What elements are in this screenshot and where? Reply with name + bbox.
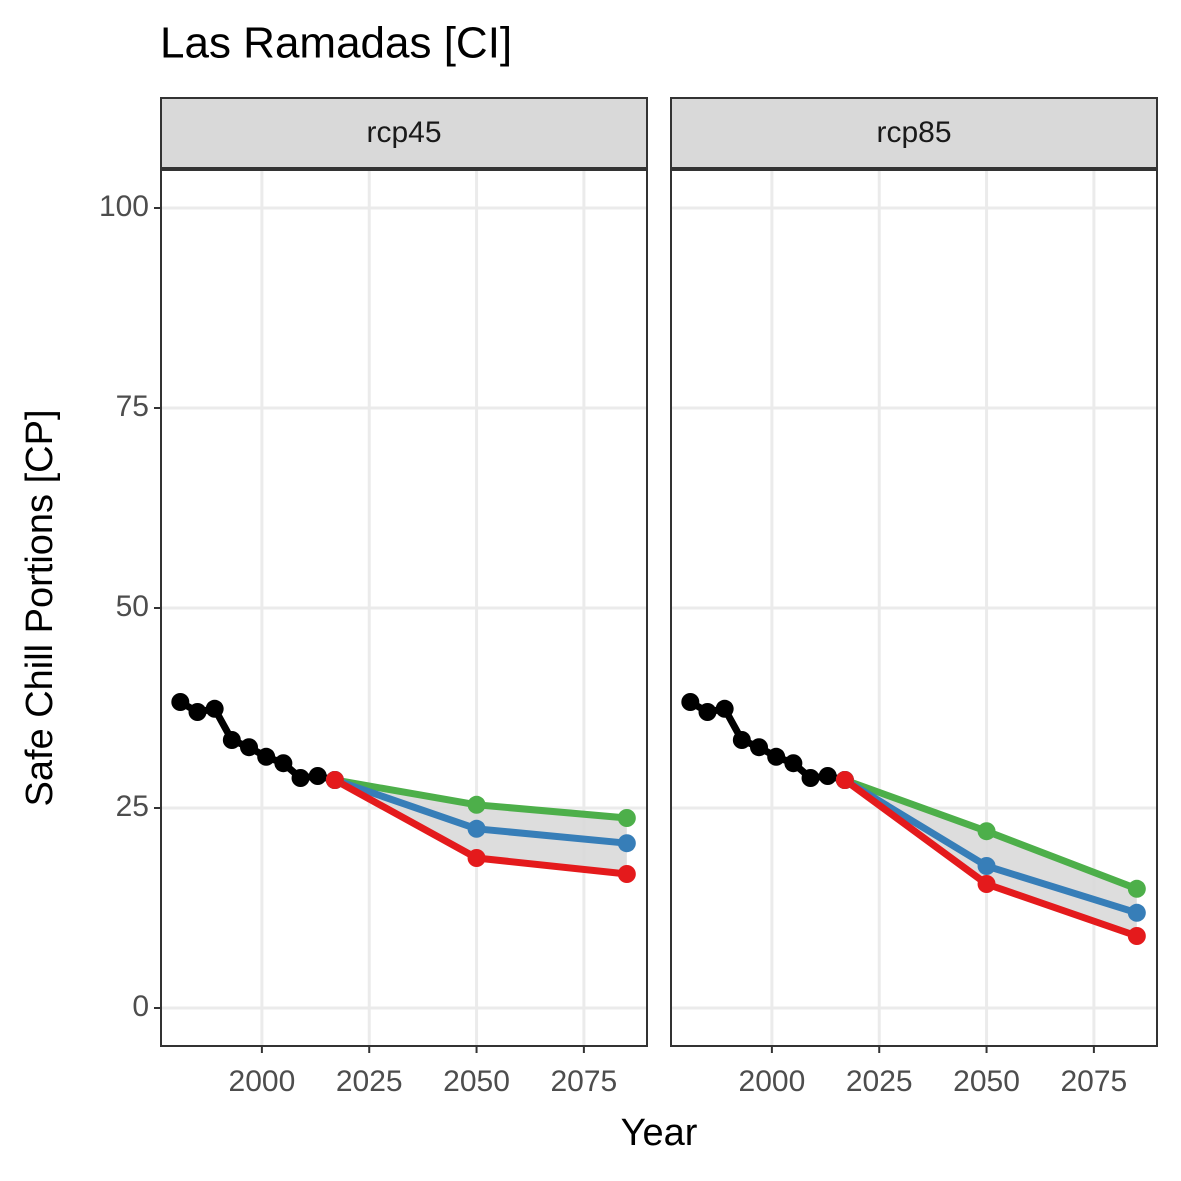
x-tick-label: 2025 bbox=[846, 1065, 913, 1098]
x-tick-label: 2000 bbox=[739, 1065, 806, 1098]
x-axis-label: Year bbox=[621, 1112, 698, 1154]
point bbox=[977, 875, 996, 893]
point bbox=[732, 731, 751, 749]
point bbox=[977, 857, 996, 875]
point bbox=[205, 699, 224, 718]
point bbox=[467, 849, 486, 867]
point bbox=[977, 822, 996, 841]
ribbon bbox=[844, 780, 1137, 936]
point bbox=[715, 699, 734, 718]
x-tick-label: 2050 bbox=[953, 1065, 1020, 1098]
chart-title: Las Ramadas [CI] bbox=[160, 19, 512, 68]
x-tick-label: 2075 bbox=[551, 1065, 618, 1098]
point bbox=[617, 834, 636, 853]
point bbox=[188, 703, 207, 721]
point bbox=[1127, 903, 1146, 922]
y-tick-label: 75 bbox=[116, 390, 149, 423]
point bbox=[750, 738, 769, 757]
y-tick-label: 25 bbox=[116, 790, 149, 823]
point bbox=[698, 703, 717, 721]
point bbox=[617, 865, 636, 883]
point bbox=[801, 769, 820, 787]
y-tick-label: 100 bbox=[99, 190, 149, 223]
panel-border bbox=[670, 169, 1158, 1047]
point bbox=[1127, 927, 1146, 945]
point bbox=[835, 771, 854, 789]
point bbox=[274, 754, 293, 773]
y-tick-label: 50 bbox=[116, 590, 149, 623]
point bbox=[467, 795, 486, 814]
strip bbox=[160, 97, 648, 169]
point bbox=[617, 809, 636, 827]
point bbox=[325, 771, 344, 789]
strip-label: rcp85 bbox=[876, 116, 951, 149]
point bbox=[291, 769, 310, 787]
point bbox=[467, 819, 486, 838]
y-axis-label: Safe Chill Portions [CP] bbox=[19, 409, 61, 806]
point bbox=[784, 754, 803, 773]
point bbox=[1127, 879, 1146, 898]
point bbox=[308, 767, 327, 785]
point bbox=[240, 738, 259, 757]
x-tick-label: 2025 bbox=[336, 1065, 403, 1098]
point bbox=[257, 747, 276, 766]
point bbox=[681, 693, 700, 711]
point bbox=[818, 767, 837, 785]
point bbox=[171, 693, 190, 711]
x-tick-label: 2000 bbox=[229, 1065, 296, 1098]
strip-label: rcp45 bbox=[366, 116, 441, 149]
x-tick-label: 2075 bbox=[1061, 1065, 1128, 1098]
point bbox=[767, 747, 786, 766]
x-tick-label: 2050 bbox=[443, 1065, 510, 1098]
y-tick-label: 0 bbox=[132, 990, 149, 1023]
strip bbox=[670, 97, 1158, 169]
point bbox=[222, 731, 241, 749]
